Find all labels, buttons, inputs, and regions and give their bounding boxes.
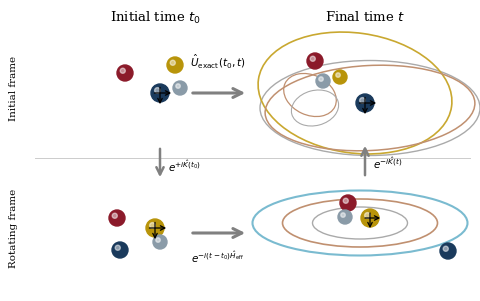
Circle shape	[170, 60, 175, 65]
Circle shape	[167, 57, 183, 73]
Circle shape	[176, 84, 180, 88]
Circle shape	[109, 210, 125, 226]
Circle shape	[310, 56, 315, 61]
Circle shape	[120, 68, 125, 73]
Circle shape	[341, 213, 345, 217]
Circle shape	[440, 243, 456, 259]
Circle shape	[365, 213, 371, 218]
Text: $e^{-i\hat{K}(t)}$: $e^{-i\hat{K}(t)}$	[373, 155, 403, 171]
Text: $e^{-i(t-t_0)\hat{H}_{\mathrm{eff}}}$: $e^{-i(t-t_0)\hat{H}_{\mathrm{eff}}}$	[192, 248, 244, 265]
Circle shape	[338, 210, 352, 224]
Circle shape	[151, 84, 169, 102]
Circle shape	[319, 77, 324, 81]
Text: Rotating frame: Rotating frame	[10, 188, 19, 268]
Circle shape	[112, 213, 117, 218]
Circle shape	[340, 195, 356, 211]
Circle shape	[343, 198, 348, 203]
Circle shape	[153, 235, 167, 249]
Text: Initial time $t_0$: Initial time $t_0$	[110, 10, 200, 26]
Circle shape	[150, 223, 156, 228]
Circle shape	[360, 98, 365, 103]
Circle shape	[333, 70, 347, 84]
Text: $\hat{U}_{\mathrm{exact}}(t_0,t)$: $\hat{U}_{\mathrm{exact}}(t_0,t)$	[190, 52, 246, 70]
Text: $e^{+i\hat{K}(t_0)}$: $e^{+i\hat{K}(t_0)}$	[168, 158, 201, 174]
Circle shape	[361, 209, 379, 227]
Circle shape	[316, 74, 330, 88]
Circle shape	[146, 219, 164, 237]
Circle shape	[156, 238, 160, 242]
Circle shape	[117, 65, 133, 81]
Circle shape	[356, 94, 374, 112]
Text: Initial frame: Initial frame	[10, 55, 19, 121]
Circle shape	[155, 88, 160, 93]
Circle shape	[336, 73, 340, 77]
Circle shape	[307, 53, 323, 69]
Circle shape	[173, 81, 187, 95]
Circle shape	[115, 245, 120, 250]
Circle shape	[443, 246, 448, 251]
Text: Final time $t$: Final time $t$	[325, 10, 405, 24]
Circle shape	[112, 242, 128, 258]
